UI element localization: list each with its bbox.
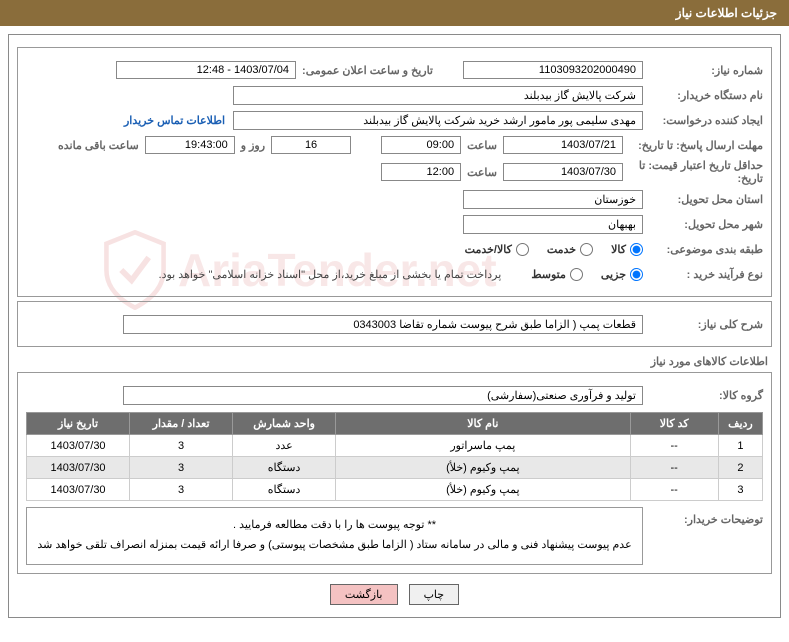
table-cell: 2 xyxy=(718,457,762,479)
radio-kala[interactable]: کالا xyxy=(611,243,643,256)
table-cell: 1 xyxy=(718,435,762,457)
farayand-note: پرداخت تمام یا بخشی از مبلغ خرید،از محل … xyxy=(159,268,502,281)
table-cell: 1403/07/30 xyxy=(27,457,130,479)
radio-khadmat[interactable]: خدمت xyxy=(547,243,593,256)
print-button[interactable]: چاپ xyxy=(409,584,460,605)
ijad-label: ایجاد کننده درخواست: xyxy=(643,114,763,127)
contact-buyer-link[interactable]: اطلاعات تماس خریدار xyxy=(124,114,225,127)
radio-jozi-input[interactable] xyxy=(630,268,643,281)
outer-panel: شماره نیاز: 1103093202000490 تاریخ و ساع… xyxy=(8,34,781,618)
table-cell: -- xyxy=(630,479,718,501)
table-cell: عدد xyxy=(233,435,336,457)
etebar-date-field: 1403/07/30 xyxy=(503,163,623,181)
farayand-label: نوع فرآیند خرید : xyxy=(643,268,763,281)
table-cell: پمپ ماسراتور xyxy=(336,435,630,457)
back-button[interactable]: بازگشت xyxy=(330,584,398,605)
shahr-label: شهر محل تحویل: xyxy=(643,218,763,231)
group-label: گروه کالا: xyxy=(643,389,763,402)
saat-label-2: ساعت xyxy=(467,166,497,179)
table-cell: دستگاه xyxy=(233,457,336,479)
radio-motavaset-lbl: متوسط xyxy=(531,268,566,281)
goods-table: ردیفکد کالانام کالاواحد شمارشتعداد / مقد… xyxy=(26,412,763,501)
radio-kalakhadmat-lbl: کالا/خدمت xyxy=(465,243,512,256)
mohlat-time-field: 09:00 xyxy=(381,136,461,154)
radio-kala-input[interactable] xyxy=(630,243,643,256)
table-cell: 1403/07/30 xyxy=(27,479,130,501)
ostan-label: استان محل تحویل: xyxy=(643,193,763,206)
mohlat-label: مهلت ارسال پاسخ: تا تاریخ: xyxy=(623,139,763,152)
kharidar-label: نام دستگاه خریدار: xyxy=(643,89,763,102)
main-info-panel: شماره نیاز: 1103093202000490 تاریخ و ساع… xyxy=(17,47,772,297)
tabaghe-label: طبقه بندی موضوعی: xyxy=(643,243,763,256)
radio-khadmat-input[interactable] xyxy=(580,243,593,256)
tarikh-elan-label: تاریخ و ساعت اعلان عمومی: xyxy=(302,64,433,77)
goods-section-title: اطلاعات کالاهای مورد نیاز xyxy=(21,355,768,368)
sharh-panel: شرح کلی نیاز: قطعات پمپ ( الزاما طبق شرح… xyxy=(17,301,772,347)
radio-kalakhadmat-input[interactable] xyxy=(516,243,529,256)
table-cell: -- xyxy=(630,457,718,479)
radio-kalakhadmat[interactable]: کالا/خدمت xyxy=(465,243,529,256)
table-cell: 1403/07/30 xyxy=(27,435,130,457)
ijad-field: مهدی سلیمی پور مامور ارشد خرید شرکت پالا… xyxy=(233,111,643,130)
goods-panel: گروه کالا: تولید و فرآوری صنعتی(سفارشی) … xyxy=(17,372,772,574)
desc-line1: ** توجه پیوست ها را با دقت مطالعه فرمایی… xyxy=(35,516,634,536)
etebar-time-field: 12:00 xyxy=(381,163,461,181)
radio-jozi[interactable]: جزیی xyxy=(601,268,643,281)
shomare-niaz-label: شماره نیاز: xyxy=(643,64,763,77)
table-cell: دستگاه xyxy=(233,479,336,501)
table-header: تعداد / مقدار xyxy=(130,413,233,435)
table-header: ردیف xyxy=(718,413,762,435)
tarikh-elan-field: 1403/07/04 - 12:48 xyxy=(116,61,296,79)
sharh-field: قطعات پمپ ( الزاما طبق شرح پیوست شماره ت… xyxy=(123,315,643,334)
table-header: نام کالا xyxy=(336,413,630,435)
desc-box: ** توجه پیوست ها را با دقت مطالعه فرمایی… xyxy=(26,507,643,565)
remain-label: ساعت باقی مانده xyxy=(58,139,139,152)
sharh-label: شرح کلی نیاز: xyxy=(643,318,763,331)
table-row: 1--پمپ ماسراتورعدد31403/07/30 xyxy=(27,435,763,457)
table-header: واحد شمارش xyxy=(233,413,336,435)
table-header: کد کالا xyxy=(630,413,718,435)
table-cell: -- xyxy=(630,435,718,457)
table-header: تاریخ نیاز xyxy=(27,413,130,435)
rooz-label: روز و xyxy=(241,139,265,152)
radio-jozi-lbl: جزیی xyxy=(601,268,626,281)
etebar-label: حداقل تاریخ اعتبار قیمت: تا تاریخ: xyxy=(623,159,763,185)
radio-khadmat-lbl: خدمت xyxy=(547,243,576,256)
table-cell: 3 xyxy=(130,457,233,479)
table-cell: 3 xyxy=(718,479,762,501)
desc-line2: عدم پیوست پیشنهاد فنی و مالی در سامانه س… xyxy=(35,536,634,556)
shomare-niaz-field: 1103093202000490 xyxy=(463,61,643,79)
days-field: 16 xyxy=(271,136,351,154)
ostan-field: خوزستان xyxy=(463,190,643,209)
panel-header: جزئیات اطلاعات نیاز xyxy=(0,0,789,26)
saat-label-1: ساعت xyxy=(467,139,497,152)
table-cell: 3 xyxy=(130,435,233,457)
radio-kala-lbl: کالا xyxy=(611,243,626,256)
radio-motavaset-input[interactable] xyxy=(570,268,583,281)
table-cell: پمپ وکیوم (خلأ) xyxy=(336,457,630,479)
table-cell: 3 xyxy=(130,479,233,501)
remain-time-field: 19:43:00 xyxy=(145,136,235,154)
desc-label: توضیحات خریدار: xyxy=(643,507,763,526)
mohlat-date-field: 1403/07/21 xyxy=(503,136,623,154)
table-row: 2--پمپ وکیوم (خلأ)دستگاه31403/07/30 xyxy=(27,457,763,479)
kharidar-field: شرکت پالایش گاز بیدبلند xyxy=(233,86,643,105)
shahr-field: بهبهان xyxy=(463,215,643,234)
table-row: 3--پمپ وکیوم (خلأ)دستگاه31403/07/30 xyxy=(27,479,763,501)
radio-motavaset[interactable]: متوسط xyxy=(531,268,583,281)
table-cell: پمپ وکیوم (خلأ) xyxy=(336,479,630,501)
group-field: تولید و فرآوری صنعتی(سفارشی) xyxy=(123,386,643,405)
